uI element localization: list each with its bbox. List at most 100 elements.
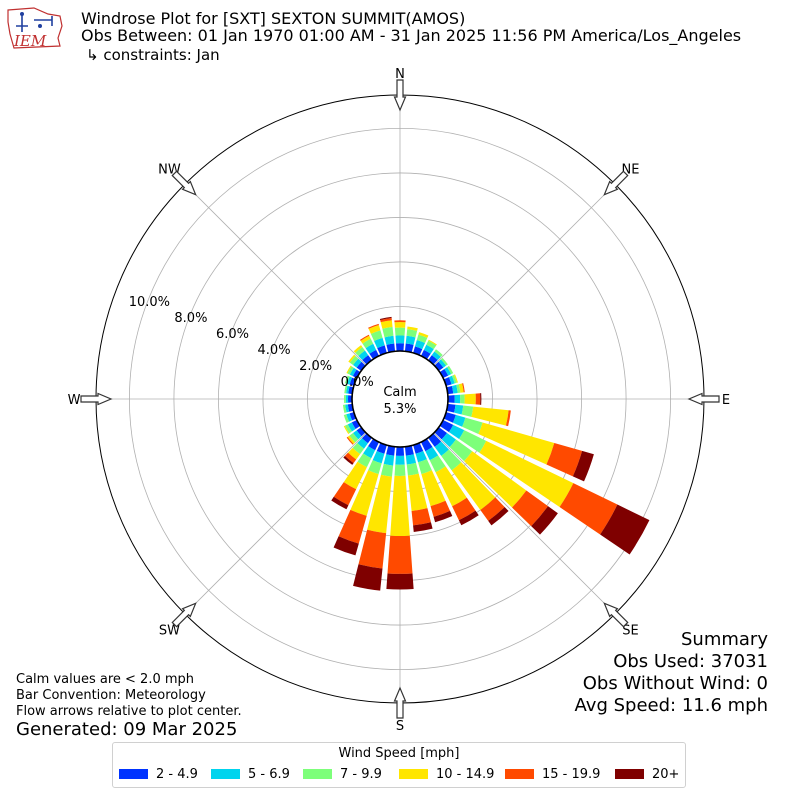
rose-bar-segment [475,393,481,405]
compass-label: N [395,67,405,82]
rose-bar-segment [531,506,558,535]
rose-bar-segment [345,395,349,403]
grid-spoke [433,183,616,366]
rose-bar-segment [462,417,483,435]
compass-label: SE [622,624,638,639]
rose-bar-segment [343,461,367,490]
rose-bar-segment [352,369,361,379]
bar-convention-note: Bar Convention: Meteorology [16,688,206,703]
rose-bar-segment [353,430,362,440]
rose-bar-segment [351,419,361,430]
summary-title: Summary [681,629,768,650]
grid-spoke [184,183,367,366]
summary-obs-used: Obs Used: 37031 [613,651,768,672]
rose-bar-segment [347,435,356,445]
rose-bar-segment [370,330,383,341]
rose-bar-segment [343,394,346,404]
rose-bar-segment [441,433,457,448]
rose-bar-segment [346,365,352,374]
rose-bar-segment [331,496,349,510]
rose-bar-segment [344,452,357,464]
rose-bar-segment [435,466,467,507]
rose-bar-segment [342,404,347,413]
rose-bar-segment [395,335,405,344]
rose-bar-segment [464,451,527,508]
rose-bar-segment [355,346,365,357]
rose-bar-segment [414,339,426,350]
rose-bar-segment [415,450,427,463]
rose-bar-segment [347,366,354,375]
rose-bar-segment [428,339,437,346]
rose-bar-segment [439,368,449,379]
rose-bar-segment [480,497,505,521]
rose-bar-segment [505,410,511,427]
rose-bar-segment [438,359,447,368]
rose-bar-segment [448,375,455,385]
rose-bar-segment [405,335,416,345]
rose-bar-segment [439,419,454,433]
rose-bar-segment [478,422,555,465]
rose-bar-segment [349,377,357,386]
rose-bar-segment [458,383,464,393]
rose-bar-segment [449,439,473,462]
radial-tick-label: 8.0% [174,311,207,326]
legend-swatch [211,769,240,779]
rose-bar-segment [446,403,456,413]
rose-bar-segment [428,355,438,365]
iem-logo: IEM [7,7,63,50]
radial-tick-label: 10.0% [129,295,170,310]
rose-bar-segment [382,326,394,338]
rose-bar-segment [460,394,465,404]
rose-bar-segment [346,436,354,445]
rose-bar-segment [361,433,372,444]
legend-item: 5 - 6.9 [211,767,290,783]
rose-bar-segment [451,374,457,384]
rose-bar-segment [353,564,383,591]
rose-bar-segment [451,462,496,511]
rose-bar-segment [386,343,396,353]
legend-item: 2 - 4.9 [119,767,198,783]
radial-tick-label: 0.0% [341,375,374,390]
rose-bar-segment [344,424,352,434]
rose-bar-segment [479,440,574,508]
compass-label: W [68,393,81,408]
rose-bar-segment [383,454,395,466]
flow-arrow-icon [393,686,407,719]
rose-bar-segment [358,350,369,361]
rose-bar-segment [357,453,372,468]
generated-date: Generated: 09 Mar 2025 [16,719,238,740]
rose-bar-segment [396,343,404,352]
rose-bar-segment [461,405,474,417]
rose-bar-segment [368,325,381,334]
rose-bar-segment [451,384,458,394]
legend-swatch [303,769,332,779]
rose-bar-segment [374,337,385,349]
rose-bar-segment [458,510,479,526]
rose-bar-segment [379,316,392,321]
rose-bar-segment [349,355,359,365]
rose-bar-segment [343,414,350,423]
legend-item: 15 - 19.9 [505,767,600,783]
flow-arrow-icon [80,392,113,406]
rose-bar-segment [404,343,414,353]
rose-bar-segment [572,450,594,482]
rose-bar-segment [394,320,406,323]
calm-circle [351,350,449,448]
rose-bar-segment [360,335,371,344]
rose-bar-segment [347,395,353,403]
grid-ring [173,172,627,626]
summary-avg-speed: Avg Speed: 11.6 mph [574,695,768,716]
calm-label: Calm [383,385,416,400]
rose-bar-segment [464,393,476,405]
rose-bar-segment [434,361,444,371]
rose-bar-segment [559,483,618,535]
rose-bar-segment [447,395,455,403]
rose-bar-segment [394,327,406,336]
rose-bar-segment [349,367,357,377]
rose-bar-segment [444,367,452,376]
rose-bar-segment [362,338,374,349]
rose-bar-segment [357,438,368,449]
rose-bar-segment [406,462,419,476]
rose-bar-segment [447,365,454,375]
